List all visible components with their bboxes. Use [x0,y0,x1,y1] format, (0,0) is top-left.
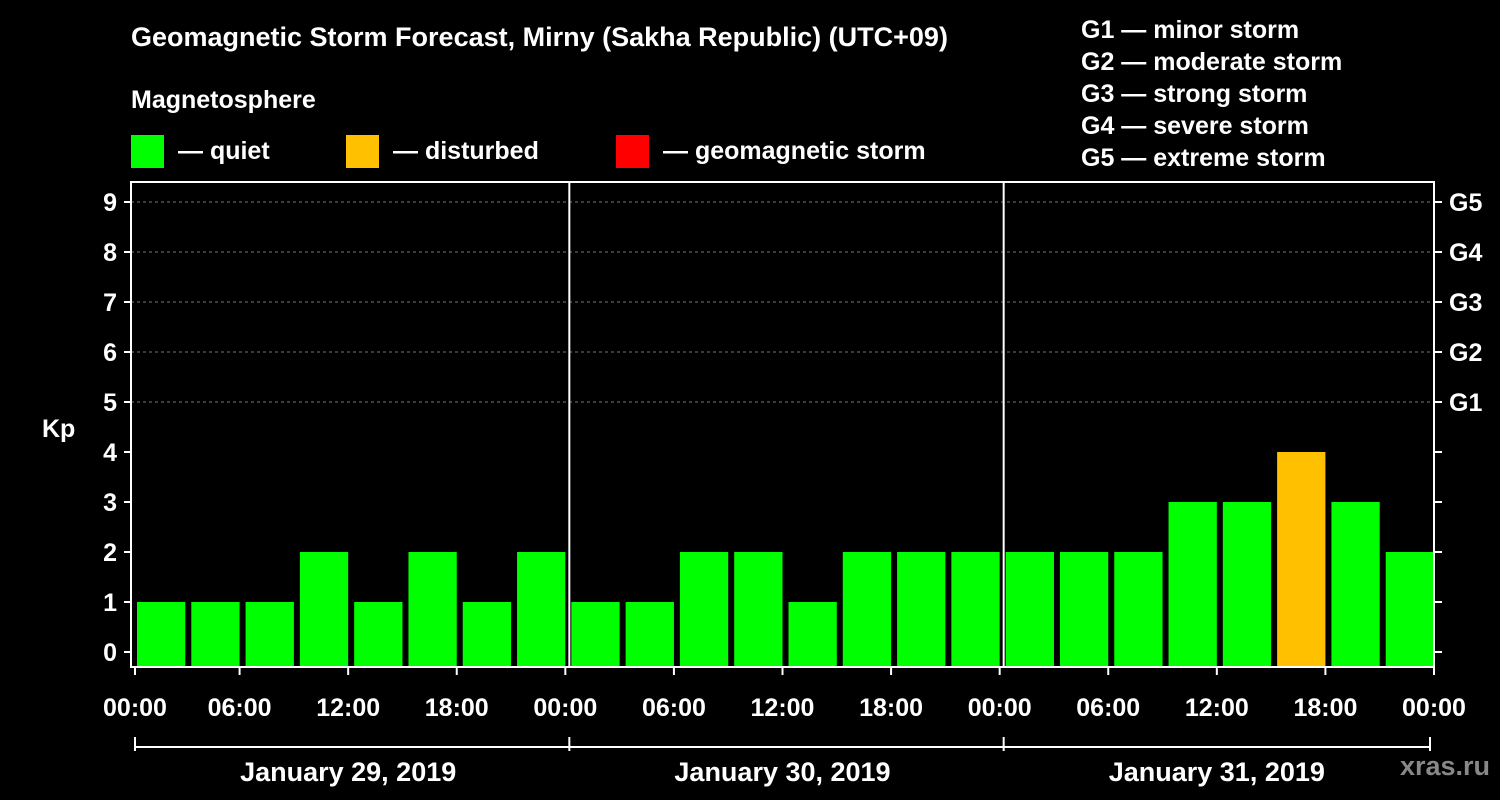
x-tick-label: 06:00 [1076,694,1140,722]
kp-bar [571,602,620,667]
storm-level-legend: G1 — minor storm G2 — moderate storm G3 … [1081,14,1342,174]
x-tick-label: 18:00 [859,694,923,722]
kp-bar [788,602,837,667]
y-tick-label: 7 [103,289,117,317]
kp-bar [679,552,729,667]
kp-bar [625,602,674,667]
day-label: January 29, 2019 [240,757,456,787]
watermark: xras.ru [1399,751,1490,781]
storm-level-tick-label: G2 [1449,339,1482,367]
x-tick-label: 00:00 [103,694,167,722]
storm-swatch [616,134,649,168]
y-tick-label: 2 [103,539,117,567]
kp-bar [191,602,240,667]
x-tick-label: 00:00 [1402,694,1466,722]
legend-quiet: — quiet [131,134,270,168]
y-tick-label: 4 [103,439,117,467]
kp-bar [408,552,457,667]
storm-level-tick-label: G3 [1449,289,1482,317]
x-tick-label: 12:00 [316,694,380,722]
storm-level-tick-label: G4 [1449,239,1482,267]
x-tick-label: 00:00 [968,694,1032,722]
kp-bar [842,552,892,667]
y-tick-label: 5 [103,389,117,417]
x-tick-label: 00:00 [533,694,597,722]
kp-bar [1059,552,1109,667]
kp-bar [299,552,349,667]
y-axis-label: Kp [42,415,75,443]
kp-bar [245,602,294,667]
y-tick-label: 6 [103,339,117,367]
storm-level-g5: G5 — extreme storm [1081,144,1326,172]
y-tick-label: 3 [103,489,117,517]
kp-bar [1114,552,1163,667]
legend-storm: — geomagnetic storm [616,134,926,168]
storm-level-tick-label: G1 [1449,389,1482,417]
x-tick-label: 12:00 [751,694,815,722]
kp-bar [897,552,946,667]
kp-bar [354,602,403,667]
kp-bar [517,552,566,667]
legend-disturbed: — disturbed [346,134,539,168]
y-tick-label: 9 [103,189,117,217]
disturbed-swatch [346,134,379,168]
quiet-swatch [131,134,164,168]
kp-bar [1385,552,1434,667]
x-tick-label: 06:00 [642,694,706,722]
kp-bar [734,552,783,667]
legend-storm-label: — geomagnetic storm [663,136,926,165]
storm-level-tick-label: G5 [1449,189,1482,217]
storm-level-g3: G3 — strong storm [1081,80,1308,108]
kp-bar [462,602,512,667]
legend-quiet-label: — quiet [178,136,270,165]
kp-bar [1331,502,1380,667]
storm-level-g2: G2 — moderate storm [1081,48,1343,76]
legend-disturbed-label: — disturbed [393,136,539,165]
x-tick-label: 18:00 [425,694,489,722]
y-tick-label: 1 [103,589,117,617]
kp-bar [1005,552,1054,667]
kp-bar [137,602,186,667]
x-tick-label: 18:00 [1293,694,1357,722]
day-label: January 31, 2019 [1109,757,1325,787]
day-label: January 30, 2019 [674,757,890,787]
kp-bar [1222,502,1272,667]
y-tick-label: 8 [103,239,117,267]
magnetosphere-title: Magnetosphere [131,86,316,114]
kp-bar [1168,502,1217,667]
kp-bar [951,552,1000,667]
storm-level-g1: G1 — minor storm [1081,16,1300,44]
x-tick-label: 06:00 [208,694,272,722]
storm-level-g4: G4 — severe storm [1081,112,1309,140]
chart-title: Geomagnetic Storm Forecast, Mirny (Sakha… [131,22,948,52]
y-tick-label: 0 [103,639,117,667]
kp-bar [1277,452,1326,667]
x-tick-label: 12:00 [1185,694,1249,722]
